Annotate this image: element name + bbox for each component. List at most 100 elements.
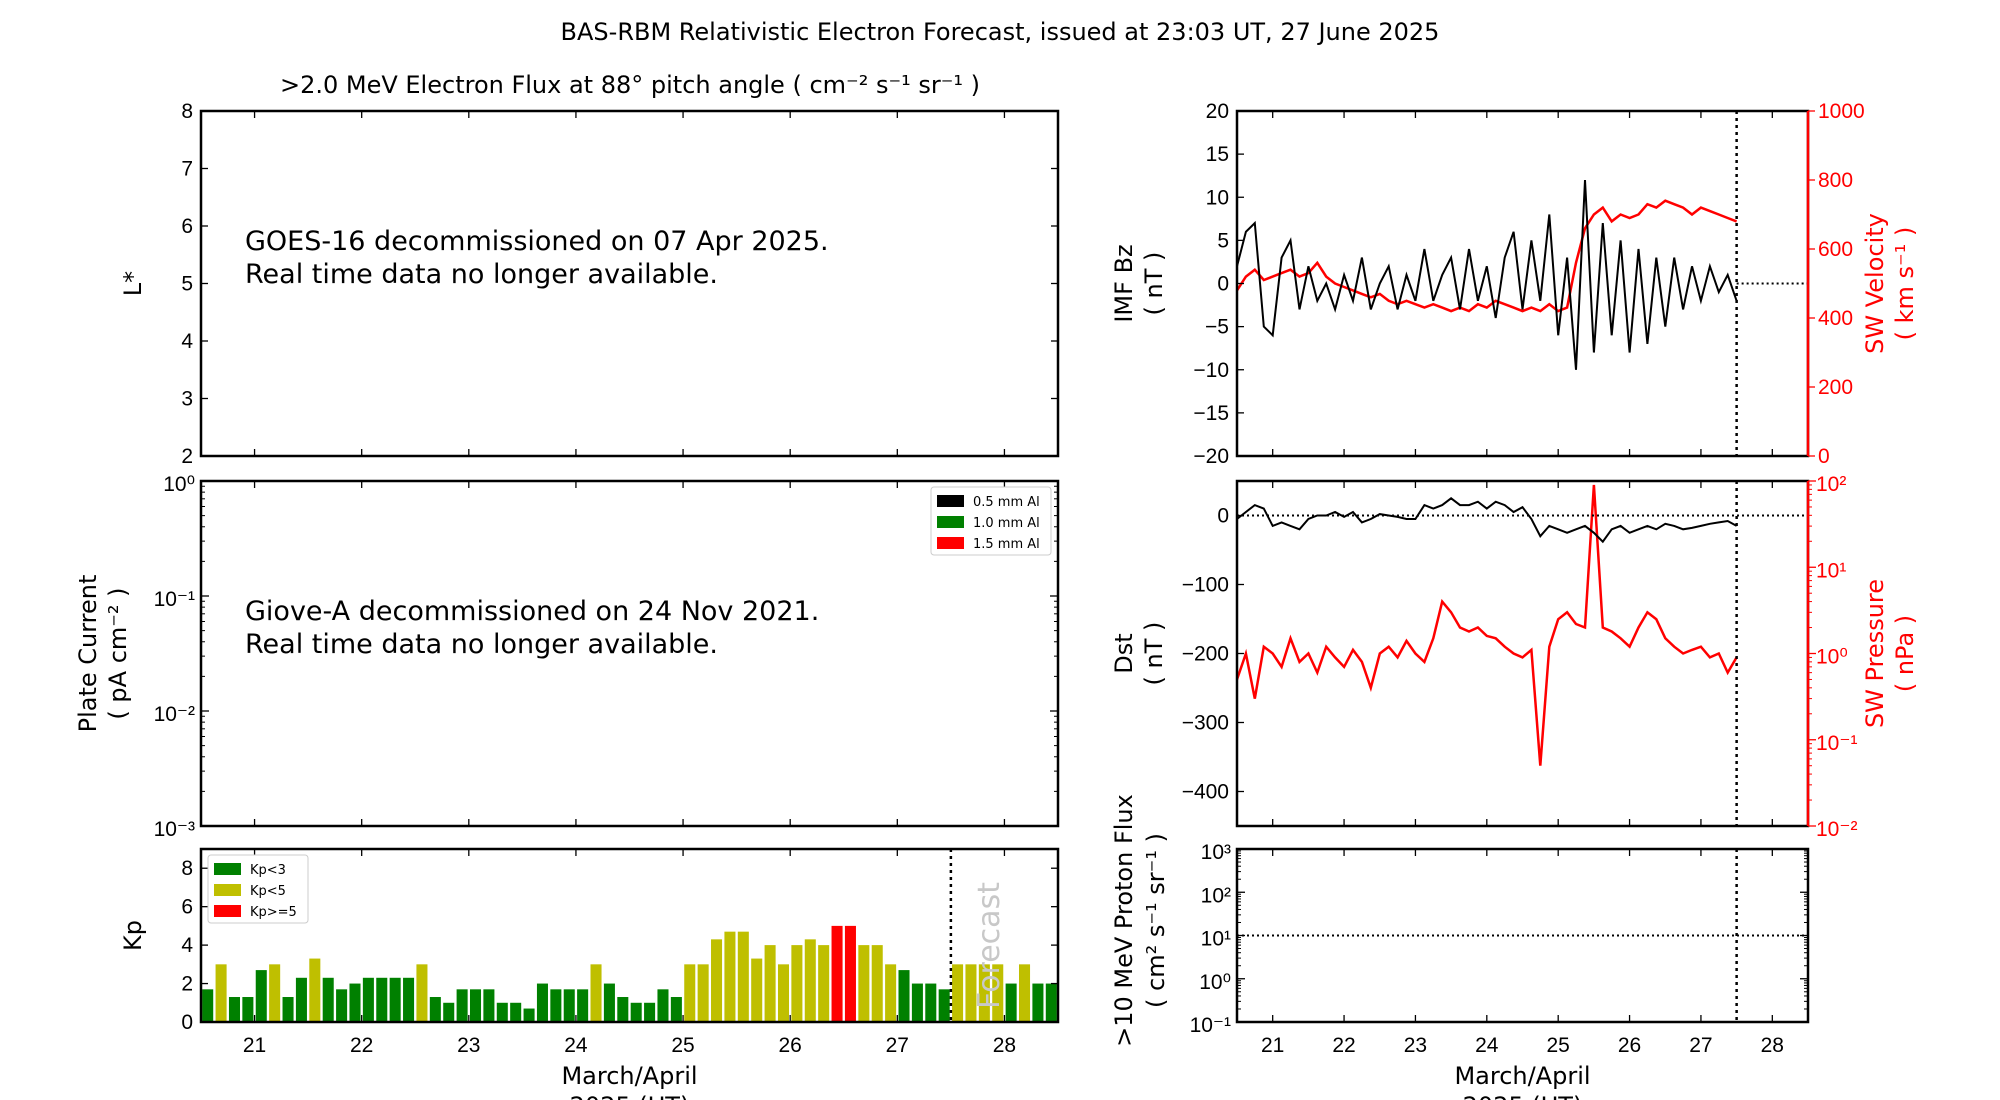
kp-x-tick-label: 27 <box>886 1034 909 1057</box>
legend-label: 0.5 mm Al <box>973 495 1040 510</box>
kp-bar <box>925 983 937 1022</box>
plate-current-frame <box>199 479 1060 828</box>
kp-bar <box>630 1002 642 1022</box>
kp-bar <box>577 989 589 1022</box>
dst-y-tick-label: −200 <box>1182 643 1229 666</box>
imf-y-tick-label: −15 <box>1193 402 1229 425</box>
kp-bar <box>510 1002 522 1022</box>
kp-bar <box>563 989 575 1022</box>
kp-bar <box>684 964 696 1022</box>
kp-bar <box>295 977 307 1022</box>
sw-velocity-y2-tick-label: 600 <box>1818 238 1853 261</box>
kp-bar <box>992 964 1004 1022</box>
sw-velocity-y2-tick-label: 1000 <box>1818 100 1865 123</box>
giove-notice: Real time data no longer available. <box>245 629 718 660</box>
figure-title: BAS-RBM Relativistic Electron Forecast, … <box>561 18 1440 46</box>
kp-bar <box>711 939 723 1022</box>
kp-bar <box>751 958 763 1022</box>
goes-notice: GOES-16 decommissioned on 07 Apr 2025. <box>245 226 829 257</box>
proton-flux-y-tick-label: 10⁻¹ <box>1190 1014 1231 1037</box>
electron-flux-y-tick-label: 3 <box>181 388 193 411</box>
kp-bar <box>831 925 843 1022</box>
electron-flux-y-tick-label: 2 <box>181 445 193 468</box>
legend-swatch <box>937 495 964 507</box>
kp-bar <box>590 964 602 1022</box>
dst-y-axis-label: Dst <box>1110 633 1138 673</box>
electron-flux-y-axis-label: L* <box>119 271 147 296</box>
kp-bar <box>322 977 334 1022</box>
kp-bar <box>202 989 214 1022</box>
kp-bar <box>657 989 669 1022</box>
kp-bar <box>858 945 870 1022</box>
kp-bar <box>644 1002 656 1022</box>
kp-bar <box>443 1002 455 1022</box>
sw-pressure-y2-axis-label: ( nPa ) <box>1891 615 1919 692</box>
proton-flux-y-tick-label: 10² <box>1201 884 1231 907</box>
sw-pressure-y2-tick-label: 10⁰ <box>1816 646 1848 669</box>
kp-bar <box>844 925 856 1022</box>
imf-y-tick-label: 20 <box>1206 100 1229 123</box>
legend-swatch <box>214 863 241 875</box>
legend-swatch <box>214 905 241 917</box>
plate-current-y-tick-label: 10⁻¹ <box>154 588 195 611</box>
kp-bar <box>804 939 816 1022</box>
kp-x-tick-label: 21 <box>243 1034 266 1057</box>
kp-bar <box>885 964 897 1022</box>
proton-flux-x-tick-label: 26 <box>1618 1034 1641 1057</box>
kp-y-tick-label: 6 <box>181 896 193 919</box>
kp-bar <box>389 977 401 1022</box>
proton-flux-x-axis-label: March/April <box>1454 1062 1590 1090</box>
plate-current-y-axis-label: Plate Current <box>74 575 102 733</box>
kp-x-tick-label: 24 <box>564 1034 588 1057</box>
kp-y-tick-label: 4 <box>181 934 193 957</box>
kp-bar <box>871 945 883 1022</box>
proton-flux-x-tick-label: 25 <box>1547 1034 1570 1057</box>
kp-bar <box>818 945 830 1022</box>
kp-frame <box>199 847 1060 1024</box>
kp-bar <box>1019 964 1031 1022</box>
kp-bar <box>483 989 495 1022</box>
sw-pressure-y2-tick-label: 10⁻¹ <box>1816 732 1857 755</box>
dst-y-axis-label: ( nT ) <box>1140 622 1168 686</box>
kp-bar <box>898 970 910 1022</box>
proton-flux-y-tick-label: 10⁰ <box>1199 971 1231 994</box>
dst-y-tick-label: −300 <box>1182 712 1229 735</box>
sw-pressure-y2-axis-label: SW Pressure <box>1861 579 1889 728</box>
kp-bar <box>965 964 977 1022</box>
sw-velocity-y2-axis-label: SW Velocity <box>1861 213 1889 354</box>
giove-notice: Giove-A decommissioned on 24 Nov 2021. <box>245 596 819 627</box>
sw-velocity-line <box>1235 199 1738 313</box>
legend-label: 1.5 mm Al <box>973 537 1040 552</box>
proton-flux-y-axis-label: >10 MeV Proton Flux <box>1110 794 1138 1047</box>
plate-current-y-tick-label: 10⁻² <box>154 703 195 726</box>
goes-notice: Real time data no longer available. <box>245 259 718 290</box>
kp-bar <box>617 997 629 1022</box>
legend-label: Kp>=5 <box>250 905 297 920</box>
kp-bar <box>1045 983 1057 1022</box>
kp-bar <box>764 945 776 1022</box>
proton-flux-x-tick-label: 27 <box>1689 1034 1712 1057</box>
kp-bar <box>228 997 240 1022</box>
proton-flux-x-axis-label: 2025 (UT) <box>1463 1092 1583 1100</box>
kp-bar <box>938 989 950 1022</box>
electron-flux-y-tick-label: 8 <box>181 100 193 123</box>
sw-pressure-line <box>1235 484 1738 766</box>
kp-bar <box>282 997 294 1022</box>
kp-bar <box>309 958 321 1022</box>
imf-y-axis-label: ( nT ) <box>1140 252 1168 316</box>
legend-label: Kp<3 <box>250 863 286 878</box>
sw-pressure-y2-tick-label: 10¹ <box>1816 559 1846 582</box>
plate-current-y-tick-label: 10⁰ <box>163 473 195 496</box>
plate-current-y-tick-label: 10⁻³ <box>154 818 195 841</box>
kp-x-axis-label: 2025 (UT) <box>570 1092 690 1100</box>
kp-bar <box>724 931 736 1022</box>
kp-bar <box>215 964 227 1022</box>
sw-velocity-y2-axis-label: ( km s⁻¹ ) <box>1891 227 1919 341</box>
kp-x-tick-label: 25 <box>671 1034 694 1057</box>
kp-x-tick-label: 28 <box>993 1034 1016 1057</box>
kp-bar <box>697 964 709 1022</box>
sw-velocity-y2-tick-label: 400 <box>1818 307 1853 330</box>
proton-flux-x-tick-label: 23 <box>1404 1034 1427 1057</box>
kp-bar <box>349 983 361 1022</box>
